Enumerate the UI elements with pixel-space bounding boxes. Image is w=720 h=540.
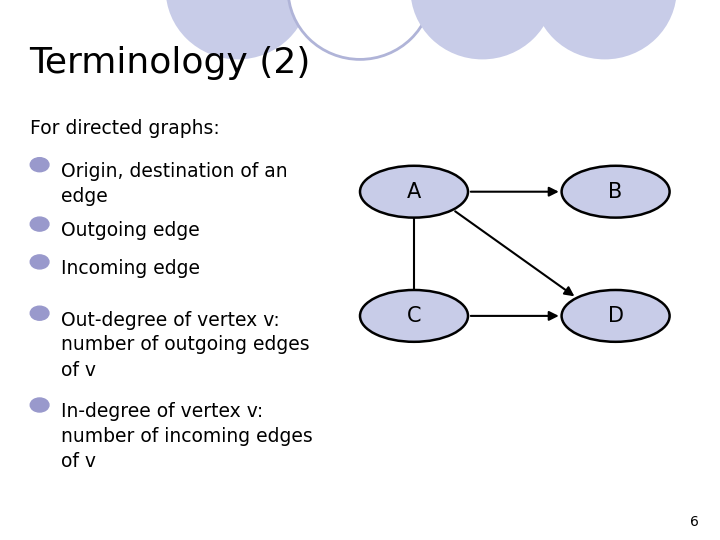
Circle shape <box>30 255 49 269</box>
Ellipse shape <box>410 0 554 59</box>
Text: C: C <box>407 306 421 326</box>
Ellipse shape <box>288 0 432 59</box>
Ellipse shape <box>360 290 468 342</box>
Ellipse shape <box>562 166 670 218</box>
Text: Outgoing edge: Outgoing edge <box>61 221 200 240</box>
Circle shape <box>30 398 49 412</box>
Text: A: A <box>407 181 421 202</box>
Circle shape <box>30 217 49 231</box>
Circle shape <box>30 306 49 320</box>
Text: Incoming edge: Incoming edge <box>61 259 200 278</box>
Ellipse shape <box>562 290 670 342</box>
Text: B: B <box>608 181 623 202</box>
Ellipse shape <box>360 166 468 218</box>
Text: 6: 6 <box>690 515 698 529</box>
Text: Out-degree of vertex v:
number of outgoing edges
of v: Out-degree of vertex v: number of outgoi… <box>61 310 310 380</box>
Text: In-degree of vertex v:
number of incoming edges
of v: In-degree of vertex v: number of incomin… <box>61 402 313 471</box>
Text: For directed graphs:: For directed graphs: <box>30 119 220 138</box>
Ellipse shape <box>533 0 677 59</box>
Text: Terminology (2): Terminology (2) <box>29 46 310 80</box>
Circle shape <box>30 158 49 172</box>
Ellipse shape <box>166 0 310 59</box>
Text: D: D <box>608 306 624 326</box>
Text: Origin, destination of an
edge: Origin, destination of an edge <box>61 162 288 206</box>
